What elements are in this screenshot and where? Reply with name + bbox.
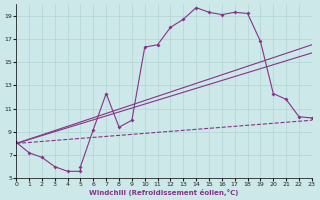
X-axis label: Windchill (Refroidissement éolien,°C): Windchill (Refroidissement éolien,°C) bbox=[89, 189, 239, 196]
